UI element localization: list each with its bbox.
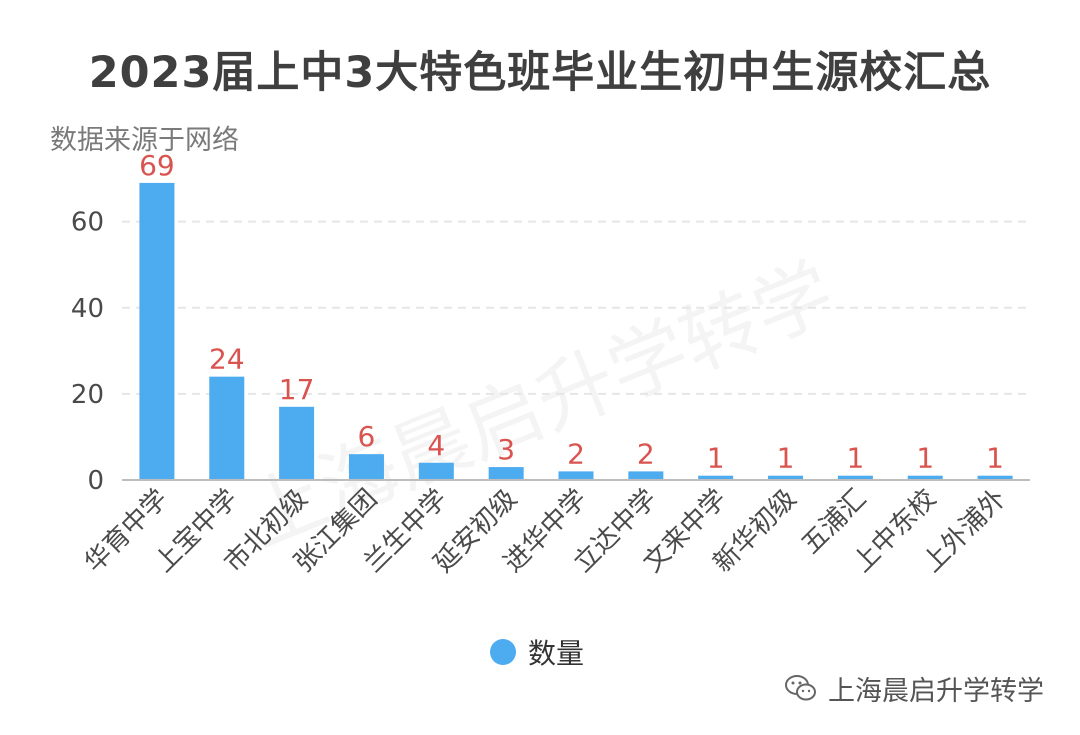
bar [139, 182, 175, 480]
bars [139, 182, 1013, 480]
y-tick-label: 20 [71, 380, 104, 410]
footer-text: 上海晨启升学转学 [828, 675, 1044, 707]
wechat-icon [785, 675, 816, 701]
bar [488, 467, 524, 480]
data-label: 24 [209, 343, 245, 376]
bar [628, 471, 664, 480]
data-label: 3 [497, 433, 515, 466]
y-tick-label: 40 [71, 294, 104, 324]
data-label: 1 [986, 442, 1004, 475]
y-axis-ticks: 0 20 40 60 [71, 208, 104, 496]
bar [209, 376, 245, 480]
bar [698, 475, 734, 480]
chart-title: 2023届上中3大特色班毕业生初中生源校汇总 [88, 48, 992, 98]
data-label: 2 [567, 437, 585, 470]
data-label: 6 [358, 420, 376, 453]
footer-brand: 上海晨启升学转学 [784, 668, 1044, 708]
legend-label: 数量 [528, 637, 585, 670]
y-tick-label: 60 [71, 208, 104, 238]
data-label: 1 [707, 442, 725, 475]
data-label: 69 [139, 149, 175, 182]
x-axis-ticks: 华育中学上宝中学市北初级张江集团兰生中学延安初级进华中学立达中学文来中学新华初级… [79, 484, 1012, 579]
y-tick-label: 0 [87, 466, 104, 496]
bar [768, 475, 804, 480]
bar [558, 471, 594, 480]
chart-subtitle: 数据来源于网络 [50, 125, 239, 156]
data-label: 1 [846, 442, 864, 475]
bar [418, 462, 454, 480]
legend-marker [490, 639, 516, 665]
bar [348, 454, 384, 480]
bar [907, 475, 943, 480]
data-label: 1 [916, 442, 934, 475]
bar [279, 406, 315, 480]
data-labels: 69 24 17 6 4 3 2 2 1 1 1 1 1 [139, 149, 1004, 475]
data-label: 2 [637, 437, 655, 470]
grid-lines [122, 220, 1030, 395]
legend: 数量 [490, 632, 584, 672]
data-label: 4 [427, 429, 445, 462]
data-label: 1 [777, 442, 795, 475]
bar [977, 475, 1013, 480]
data-label: 17 [279, 373, 315, 406]
bar [837, 475, 873, 480]
